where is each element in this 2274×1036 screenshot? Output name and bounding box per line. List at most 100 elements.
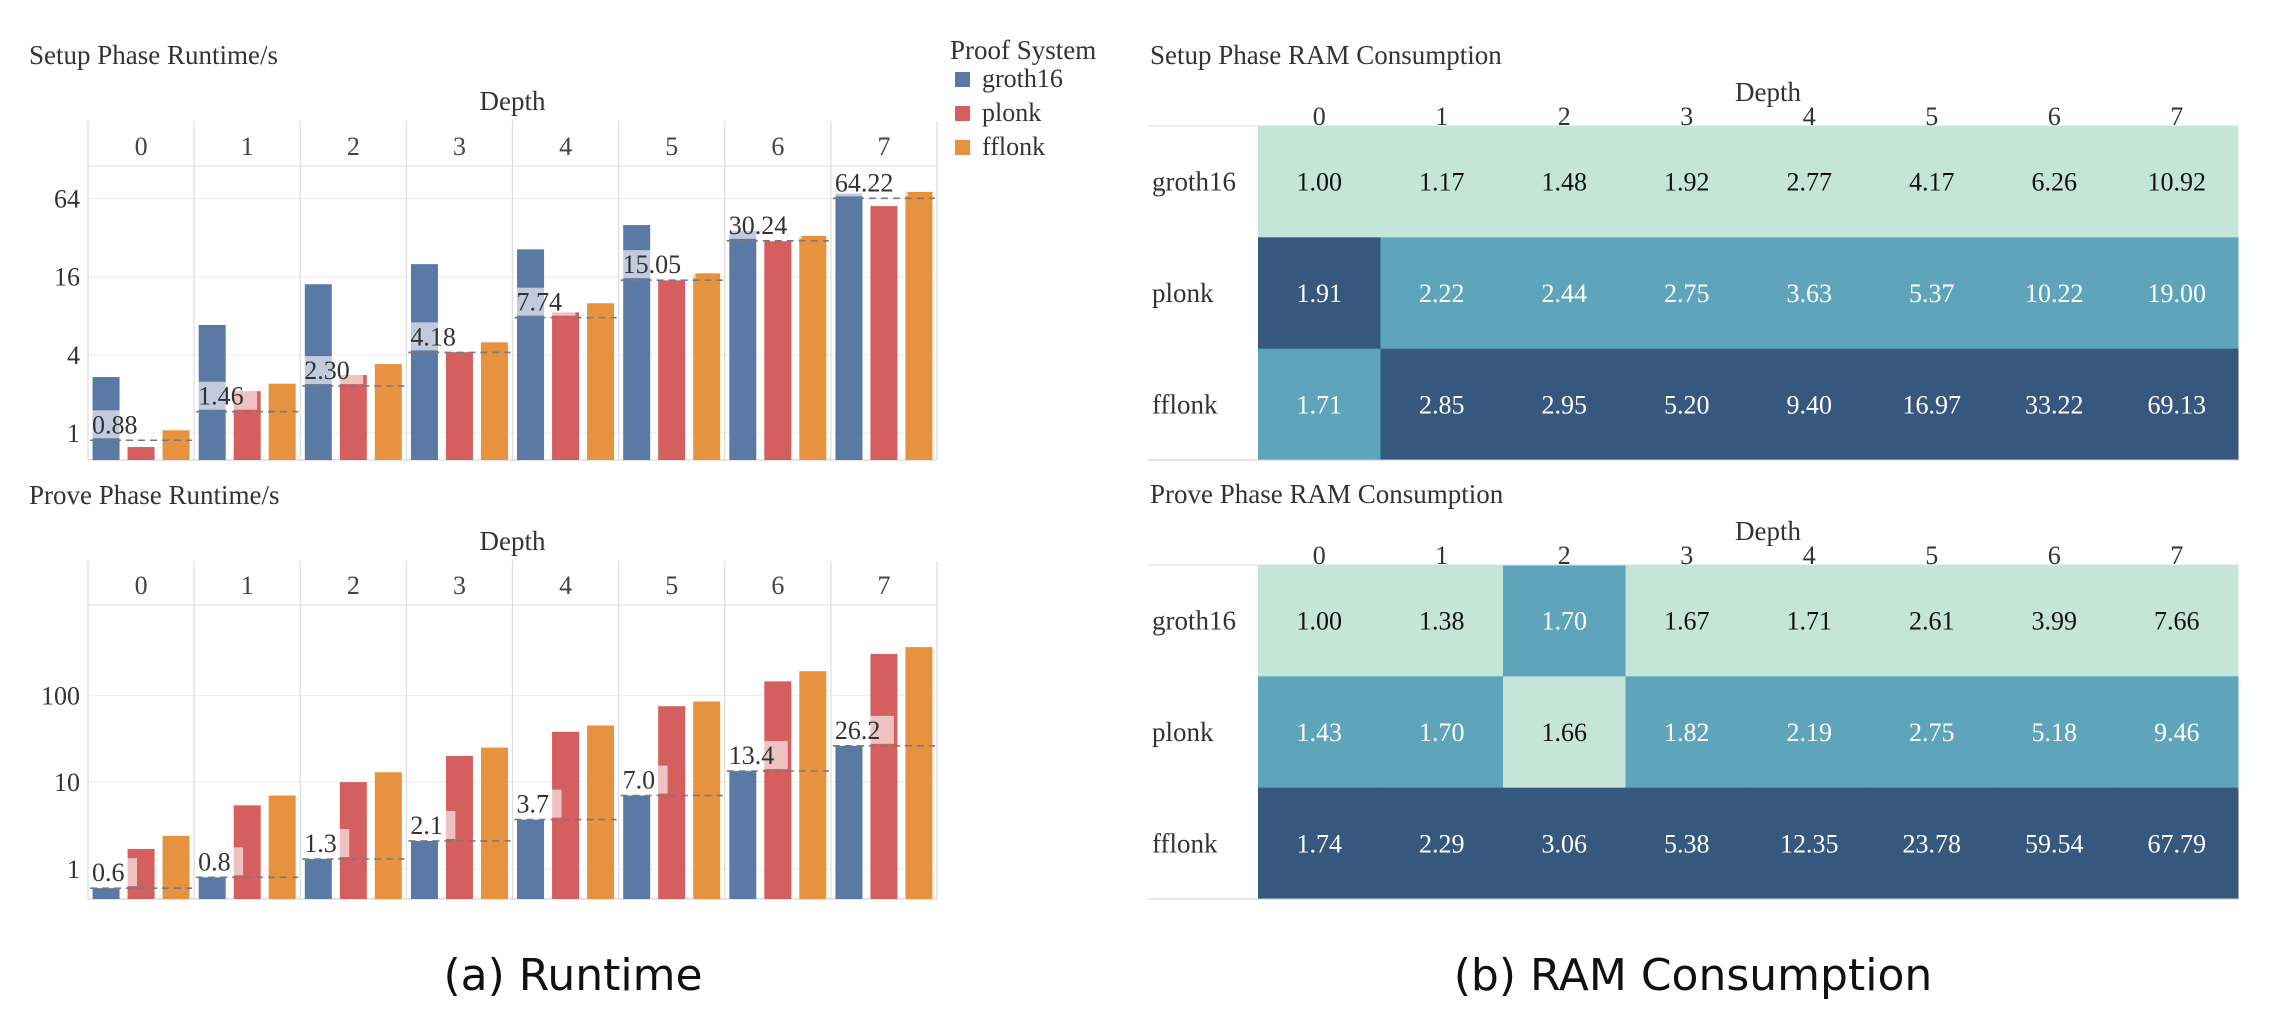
reference-label-bg	[513, 789, 562, 818]
cell-value: 1.00	[1297, 168, 1343, 197]
legend-label-groth16: groth16	[982, 64, 1063, 93]
bar-plonk	[870, 653, 898, 899]
cell-value: 69.13	[2148, 390, 2207, 419]
cell-value: 2.61	[1909, 607, 1955, 636]
cell-value: 2.19	[1787, 718, 1833, 747]
row-label: plonk	[1152, 717, 1214, 747]
heatmap-cell	[1870, 237, 1994, 350]
cell-value: 1.92	[1664, 168, 1710, 197]
reference-label: 0.88	[92, 410, 138, 439]
facet-label: 7	[877, 571, 890, 600]
x-tick-label: 4	[1803, 541, 1816, 570]
cell-value: 12.35	[1780, 829, 1839, 858]
reference-label: 7.0	[623, 766, 656, 795]
reference-label-bg	[619, 765, 668, 794]
legend-label-plonk: plonk	[982, 98, 1041, 127]
cell-value: 2.75	[1664, 279, 1710, 308]
reference-label: 30.24	[729, 211, 788, 240]
heatmap-cell	[1993, 787, 2116, 900]
facet-label: 3	[453, 132, 466, 161]
legend: Proof System groth16 plonk fflonk	[950, 35, 1096, 161]
bar-fflonk	[587, 725, 615, 899]
x-tick-label: 2	[1558, 102, 1571, 131]
heatmap-cell	[1503, 676, 1626, 789]
heatmap-cell	[1503, 565, 1626, 677]
bar-fflonk	[162, 835, 190, 899]
heatmap-cell	[2115, 348, 2239, 461]
x-tick-label: 5	[1925, 102, 1938, 131]
bar-plonk	[127, 447, 155, 460]
cell-value: 59.54	[2025, 829, 2084, 858]
cell-value: 1.91	[1297, 279, 1343, 308]
x-tick-label: 6	[2048, 102, 2061, 131]
x-tick-label: 0	[1313, 102, 1326, 131]
cell-value: 1.17	[1419, 168, 1465, 197]
heatmap-cell	[1625, 787, 1749, 900]
cell-value: 5.37	[1909, 279, 1955, 308]
heatmap-cell	[1748, 126, 1871, 238]
facet-label: 3	[453, 571, 466, 600]
x-tick-label: 6	[2048, 541, 2061, 570]
cell-value: 3.99	[2032, 607, 2078, 636]
heatmap-cell	[1748, 348, 1871, 461]
cell-value: 33.22	[2025, 390, 2084, 419]
bar-groth16	[835, 745, 863, 899]
cell-value: 6.26	[2032, 168, 2078, 197]
bar-fflonk	[480, 747, 508, 899]
facet-axis-label: Depth	[480, 526, 546, 556]
heatmap-cell	[1258, 126, 1381, 238]
reference-label-bg	[195, 381, 258, 410]
prove-runtime-chart: Prove Phase Runtime/s Depth 1 10 100 0 0.6 1 0.8…	[29, 480, 938, 900]
x-tick-label: 3	[1680, 102, 1693, 131]
x-tick-label: 1	[1435, 541, 1448, 570]
row-label: groth16	[1152, 606, 1236, 636]
reference-label-bg	[89, 858, 137, 887]
heatmap-title: Prove Phase RAM Consumption	[1150, 479, 1504, 509]
reference-label-bg	[407, 322, 470, 351]
legend-title: Proof System	[950, 35, 1096, 65]
reference-label-bg	[513, 287, 576, 316]
reference-label-bg	[831, 168, 908, 197]
heatmap-cell	[1748, 565, 1871, 677]
facet-label: 1	[241, 571, 254, 600]
heatmap-cell	[1503, 348, 1626, 461]
row-label: fflonk	[1152, 389, 1218, 419]
bar-groth16	[92, 888, 120, 899]
reference-label: 26.2	[835, 716, 881, 745]
y-tick-label: 10	[54, 768, 80, 797]
row-label: plonk	[1152, 278, 1214, 308]
heatmap-cell	[1993, 348, 2116, 461]
facet-label: 4	[559, 571, 572, 600]
facet-label: 2	[347, 132, 360, 161]
cell-value: 3.63	[1787, 279, 1833, 308]
reference-label-bg	[301, 829, 350, 858]
bar-groth16	[835, 193, 863, 460]
heatmap-title: Setup Phase RAM Consumption	[1150, 40, 1502, 70]
x-tick-label: 5	[1925, 541, 1938, 570]
x-tick-label: 1	[1435, 102, 1448, 131]
bar-fflonk	[480, 342, 508, 460]
heatmap-cell	[1870, 565, 1994, 677]
heatmap-cell	[1380, 237, 1504, 350]
facet-label: 4	[559, 132, 572, 161]
bar-fflonk	[374, 772, 402, 899]
y-tick-label: 1	[67, 419, 80, 448]
facet-axis-label: Depth	[480, 86, 546, 116]
bar-groth16	[304, 859, 332, 899]
cell-value: 1.43	[1297, 718, 1343, 747]
cell-value: 2.44	[1542, 279, 1588, 308]
reference-label-bg	[831, 715, 894, 744]
reference-label: 1.46	[198, 382, 244, 411]
x-tick-label: 0	[1313, 541, 1326, 570]
cell-value: 2.22	[1419, 279, 1465, 308]
bar-plonk	[445, 352, 473, 460]
y-tick-label: 1	[67, 855, 80, 884]
cell-value: 1.82	[1664, 718, 1710, 747]
legend-swatch-fflonk	[955, 140, 970, 155]
bar-groth16	[517, 819, 545, 899]
legend-label-fflonk: fflonk	[982, 132, 1045, 161]
reference-label: 13.4	[729, 741, 775, 770]
cell-value: 2.29	[1419, 829, 1465, 858]
